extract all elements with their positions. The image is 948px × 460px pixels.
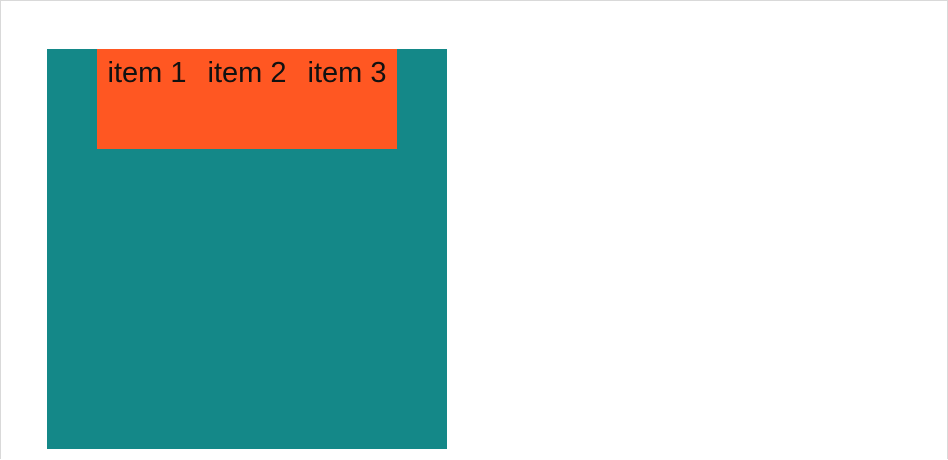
- flex-item-1: item 1: [107, 57, 187, 89]
- teal-container: item 1 item 2 item 3: [47, 49, 447, 449]
- orange-flex-row: item 1 item 2 item 3: [97, 49, 397, 149]
- flex-item-2: item 2: [207, 57, 287, 89]
- flex-item-3: item 3: [307, 57, 387, 89]
